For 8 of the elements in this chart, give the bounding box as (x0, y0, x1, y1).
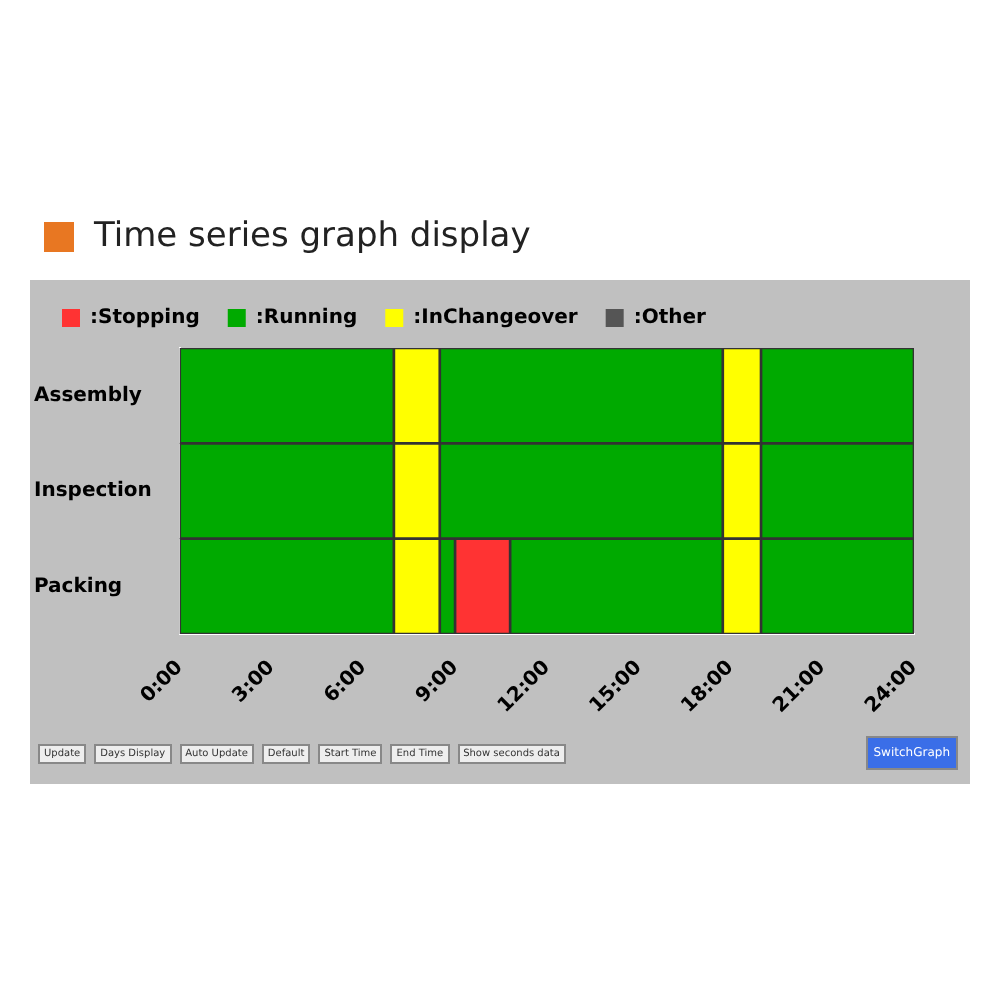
y-tick-label: Inspection (34, 480, 152, 503)
y-tick-label: Assembly (34, 384, 143, 407)
legend-label: :InChangeover (413, 307, 578, 330)
chart-title: Time series graph display (94, 216, 531, 256)
legend-label: :Other (633, 307, 707, 330)
legend-label: :Stopping (90, 307, 200, 330)
y-tick-label: Packing (34, 575, 123, 598)
legend-label: :Running (255, 307, 358, 330)
